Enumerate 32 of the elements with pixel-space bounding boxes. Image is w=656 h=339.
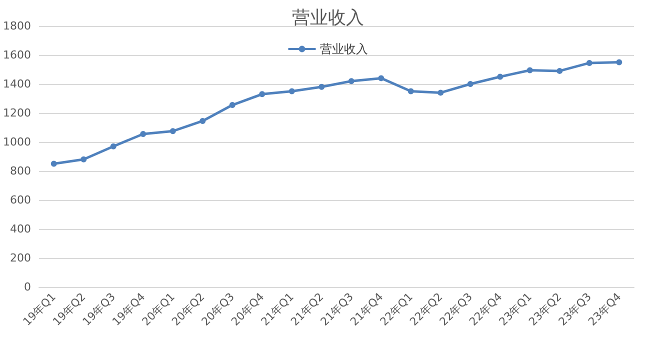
y-tick-label: 200	[10, 252, 31, 264]
point	[378, 75, 384, 82]
y-tick-label: 0	[24, 280, 31, 294]
point	[110, 143, 116, 150]
point	[408, 88, 414, 94]
point	[229, 102, 236, 108]
point	[200, 118, 206, 124]
point	[80, 156, 87, 162]
y-tick-label: 400	[10, 222, 31, 236]
point	[140, 131, 146, 138]
point	[526, 67, 533, 74]
point	[586, 60, 592, 66]
point	[170, 128, 176, 134]
point	[259, 91, 266, 98]
point	[438, 90, 444, 96]
point	[616, 59, 622, 66]
legend-label: 营业收入	[320, 42, 368, 56]
chart-title: 营业收入	[292, 8, 364, 28]
point	[318, 84, 325, 90]
point	[556, 68, 563, 74]
y-tick-label: 800	[10, 164, 31, 178]
point	[497, 74, 504, 80]
point	[348, 78, 354, 84]
y-tick-label: 1400	[2, 78, 31, 90]
y-tick-label: 1600	[2, 48, 31, 62]
point	[288, 88, 295, 94]
point	[467, 81, 474, 87]
y-tick-label: 600	[10, 194, 31, 206]
point	[50, 160, 57, 167]
y-tick-label: 1200	[2, 106, 31, 120]
y-tick-label: 1000	[2, 136, 31, 148]
y-tick-label: 1800	[2, 20, 31, 32]
